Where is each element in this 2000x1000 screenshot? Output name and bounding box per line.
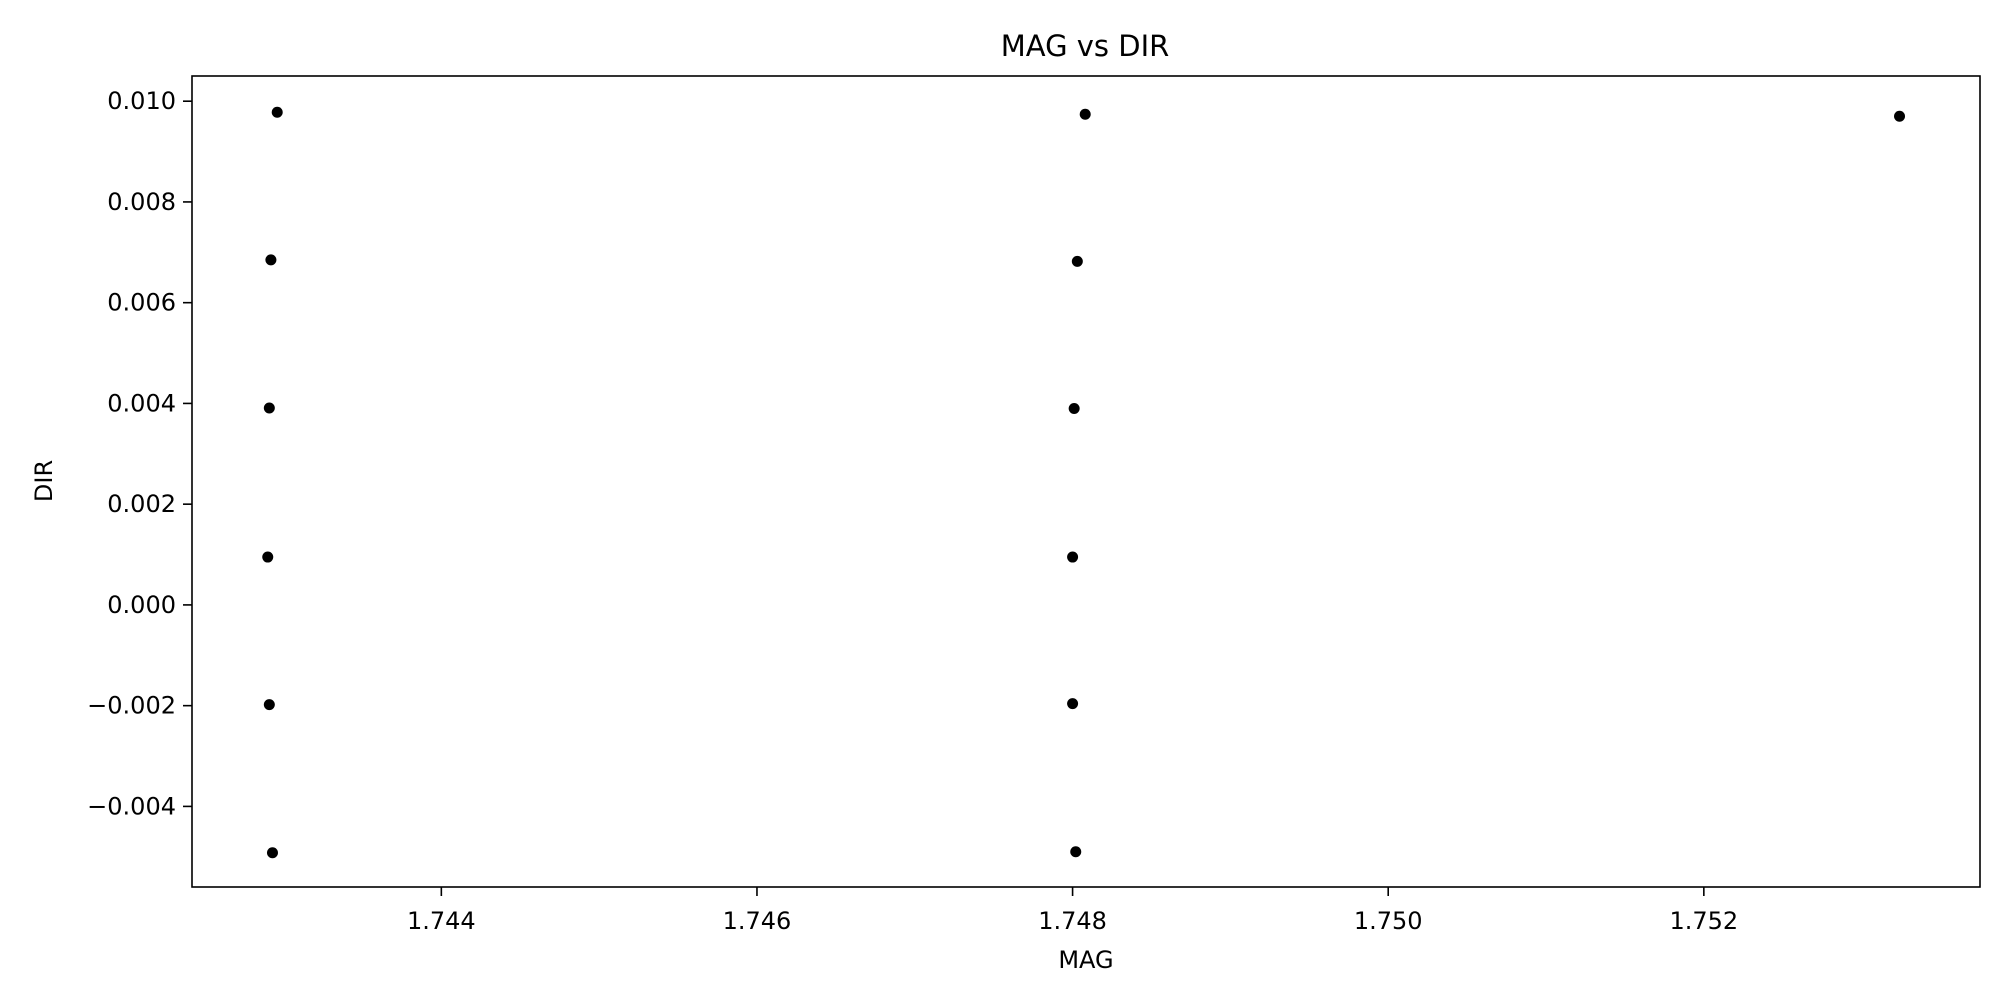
y-tick-label: 0.002 [107, 490, 176, 518]
x-tick-label: 1.746 [723, 907, 792, 935]
x-tick-label: 1.752 [1669, 907, 1738, 935]
data-point [1894, 110, 1906, 122]
x-tick-label: 1.748 [1038, 907, 1107, 935]
y-tick-label: 0.006 [107, 289, 176, 317]
y-tick-label: 0.000 [107, 591, 176, 619]
y-tick-label: 0.008 [107, 188, 176, 216]
data-point [263, 402, 275, 414]
chart-title: MAG vs DIR [1001, 29, 1170, 63]
data-point [265, 254, 277, 266]
data-point [1079, 108, 1091, 120]
data-points [262, 106, 1906, 859]
axis-ticks: 1.744 1.746 1.748 1.750 1.752 −0.004 −0.002 0.0… [87, 87, 1738, 935]
x-tick-label: 1.750 [1354, 907, 1423, 935]
data-point [1071, 255, 1083, 267]
y-tick-label: 0.010 [107, 87, 176, 115]
y-tick-label: −0.004 [87, 792, 176, 820]
x-axis-label: MAG [1058, 946, 1113, 974]
data-point [271, 106, 283, 118]
data-point [1067, 698, 1079, 710]
y-tick-label: 0.004 [107, 389, 176, 417]
y-tick-label: −0.002 [87, 692, 176, 720]
data-point [262, 551, 274, 563]
x-tick-label: 1.744 [407, 907, 476, 935]
data-point [263, 699, 275, 711]
data-point [1067, 551, 1079, 563]
data-point [1070, 846, 1082, 858]
data-point [1068, 402, 1080, 414]
plot-area-frame [191, 75, 1981, 888]
y-axis-label: DIR [30, 460, 58, 502]
data-point [266, 847, 278, 859]
